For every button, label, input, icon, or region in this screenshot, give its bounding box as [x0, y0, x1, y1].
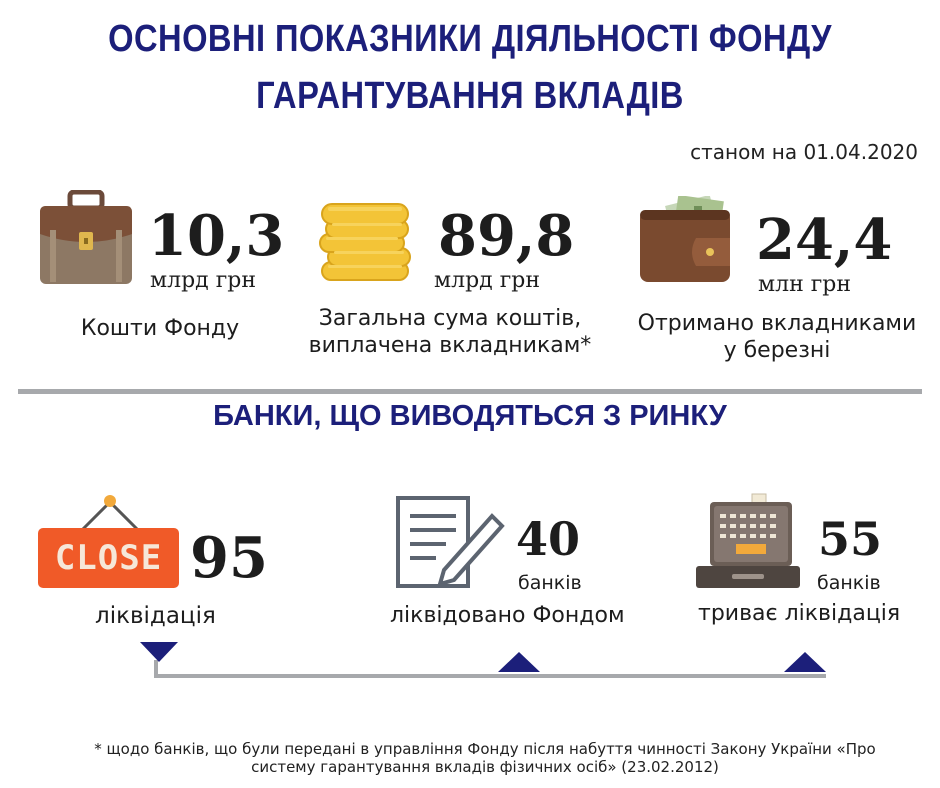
banks-section-title: БАНКИ, ЩО ВИВОДЯТЬСЯ З РИНКУ	[213, 400, 727, 432]
banks-ongoing-label: триває ліквідація	[698, 601, 901, 626]
footnote: * щодо банків, що були передані в управл…	[40, 740, 930, 776]
footnote-line2: систему гарантування вкладів фізичних ос…	[251, 758, 719, 776]
report-date: станом на 01.04.2020	[690, 140, 918, 164]
document-pen-icon	[396, 496, 505, 588]
sign-hanger-icon	[80, 495, 140, 532]
stat-march-value: 24,4	[756, 207, 893, 273]
stat-fund-caption: Кошти Фонду	[80, 316, 240, 341]
cash-register-icon	[696, 493, 800, 588]
timeline-marker-ongoing	[784, 652, 826, 672]
banks-ongoing-value: 55	[818, 512, 883, 566]
timeline-marker-total	[140, 642, 178, 662]
stat-march-unit: млн грн	[758, 272, 852, 297]
timeline-bar	[140, 642, 826, 678]
banks-liquidated-unit: банків	[518, 572, 582, 594]
footnote-line1: * щодо банків, що були передані в управл…	[94, 740, 876, 758]
stat-paid-caption-line1: Загальна сума коштів,	[318, 306, 582, 331]
stat-paid-value: 89,8	[438, 203, 575, 269]
close-sign-icon: CLOSE	[38, 528, 179, 588]
page-title-line2: ГАРАНТУВАННЯ ВКЛАДІВ	[256, 75, 684, 117]
stat-march-caption-line1: Отримано вкладниками	[637, 311, 917, 336]
stat-paid-caption-line2: виплачена вкладникам*	[308, 333, 592, 358]
banks-total-label: ліквідація	[95, 603, 216, 629]
stat-march-caption-line2: у березні	[723, 338, 831, 363]
coins-icon	[319, 203, 411, 281]
stat-paid-unit: млрд грн	[434, 268, 540, 293]
banks-ongoing-unit: банків	[817, 572, 881, 594]
stat-fund-value: 10,3	[148, 203, 285, 269]
page-title-line1: ОСНОВНІ ПОКАЗНИКИ ДІЯЛЬНОСТІ ФОНДУ	[108, 18, 832, 60]
timeline-marker-liquidated	[498, 652, 540, 672]
banks-total-value: 95	[190, 525, 268, 591]
briefcase-icon	[40, 190, 132, 284]
wallet-icon	[640, 196, 730, 282]
section-divider	[18, 389, 922, 394]
banks-liquidated-value: 40	[516, 512, 581, 566]
stat-fund-unit: млрд грн	[150, 268, 256, 293]
banks-liquidated-label: ліквідовано Фондом	[390, 603, 625, 628]
